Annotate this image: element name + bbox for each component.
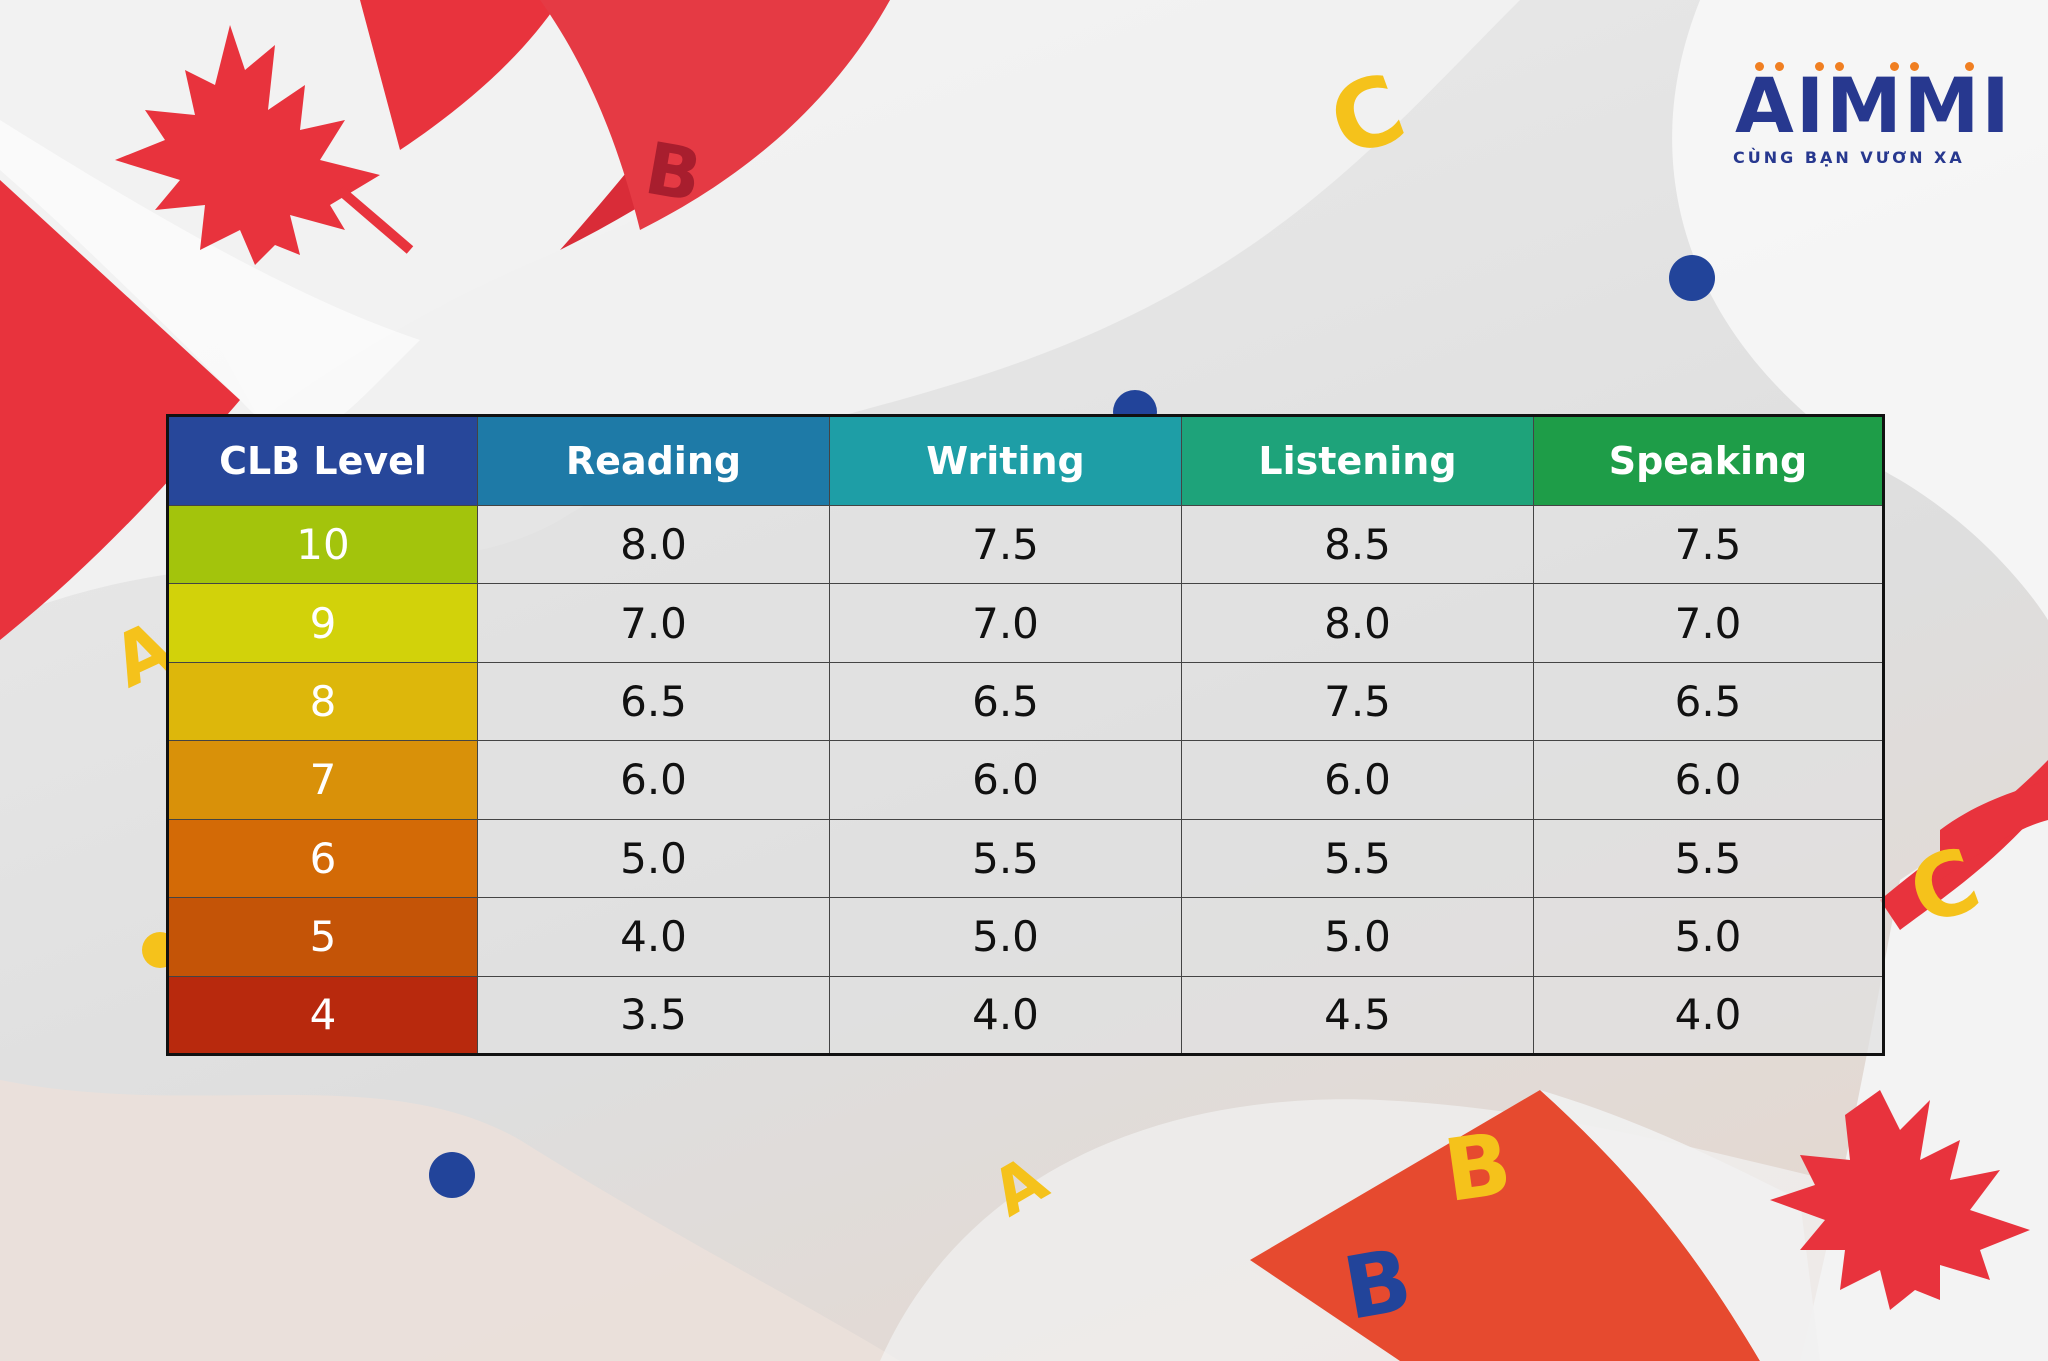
header-clb-level: CLB Level <box>167 415 478 506</box>
clb-level-cell: 7 <box>167 740 478 820</box>
reading-cell: 6.0 <box>477 740 830 820</box>
decor-dot <box>1669 255 1715 301</box>
logo-tagline: CÙNG BẠN VƯƠN XA <box>1733 148 1965 167</box>
clb-level-cell: 4 <box>167 975 478 1056</box>
writing-cell: 4.0 <box>829 975 1182 1056</box>
reading-cell: 5.0 <box>477 818 830 899</box>
speaking-cell: 5.5 <box>1533 818 1884 899</box>
clb-level-cell: 10 <box>167 504 478 585</box>
header-speaking: Speaking <box>1533 415 1884 506</box>
reading-cell: 8.0 <box>477 504 830 585</box>
wave-shape <box>0 1080 900 1361</box>
clb-level-cell: 9 <box>167 583 478 663</box>
decor-letter-b-yellow: B <box>1438 1113 1518 1223</box>
reading-cell: 4.0 <box>477 897 830 977</box>
table-header-row: CLB Level Reading Writing Listening Spea… <box>167 415 1884 506</box>
header-listening: Listening <box>1181 415 1534 506</box>
speaking-cell: 4.0 <box>1533 975 1884 1056</box>
table-row: 10 8.0 7.5 8.5 7.5 <box>167 504 1884 585</box>
speaking-cell: 6.5 <box>1533 661 1884 742</box>
logo-wordmark: AIMMI <box>1735 61 2012 150</box>
table-row: 7 6.0 6.0 6.0 6.0 <box>167 740 1884 820</box>
speaking-cell: 7.0 <box>1533 583 1884 663</box>
writing-cell: 5.5 <box>829 818 1182 899</box>
reading-cell: 7.0 <box>477 583 830 663</box>
header-writing: Writing <box>829 415 1182 506</box>
table-row: 4 3.5 4.0 4.5 4.0 <box>167 975 1884 1056</box>
writing-cell: 6.0 <box>829 740 1182 820</box>
listening-cell: 8.0 <box>1181 583 1534 663</box>
listening-cell: 5.5 <box>1181 818 1534 899</box>
writing-cell: 5.0 <box>829 897 1182 977</box>
clb-level-cell: 6 <box>167 818 478 899</box>
writing-cell: 7.5 <box>829 504 1182 585</box>
speaking-cell: 6.0 <box>1533 740 1884 820</box>
canada-flag-bottom-right <box>1250 760 2048 1361</box>
reading-cell: 6.5 <box>477 661 830 742</box>
listening-cell: 6.0 <box>1181 740 1534 820</box>
listening-cell: 5.0 <box>1181 897 1534 977</box>
listening-cell: 4.5 <box>1181 975 1534 1056</box>
wave-shape <box>1672 0 2048 620</box>
decor-dot <box>429 1152 475 1198</box>
clb-level-cell: 5 <box>167 897 478 977</box>
reading-cell: 3.5 <box>477 975 830 1056</box>
aimmi-logo: AIMMI CÙNG BẠN VƯƠN XA <box>1725 62 2010 172</box>
speaking-cell: 5.0 <box>1533 897 1884 977</box>
header-reading: Reading <box>477 415 830 506</box>
table-row: 6 5.0 5.5 5.5 5.5 <box>167 818 1884 899</box>
listening-cell: 8.5 <box>1181 504 1534 585</box>
canada-flag-top-left <box>0 0 890 640</box>
writing-cell: 7.0 <box>829 583 1182 663</box>
clb-score-table: CLB Level Reading Writing Listening Spea… <box>166 414 1885 1056</box>
table-row: 5 4.0 5.0 5.0 5.0 <box>167 897 1884 977</box>
logo-dots <box>1755 62 1975 72</box>
listening-cell: 7.5 <box>1181 661 1534 742</box>
table-row: 9 7.0 7.0 8.0 7.0 <box>167 583 1884 663</box>
clb-level-cell: 8 <box>167 661 478 742</box>
speaking-cell: 7.5 <box>1533 504 1884 585</box>
table-row: 8 6.5 6.5 7.5 6.5 <box>167 661 1884 742</box>
writing-cell: 6.5 <box>829 661 1182 742</box>
